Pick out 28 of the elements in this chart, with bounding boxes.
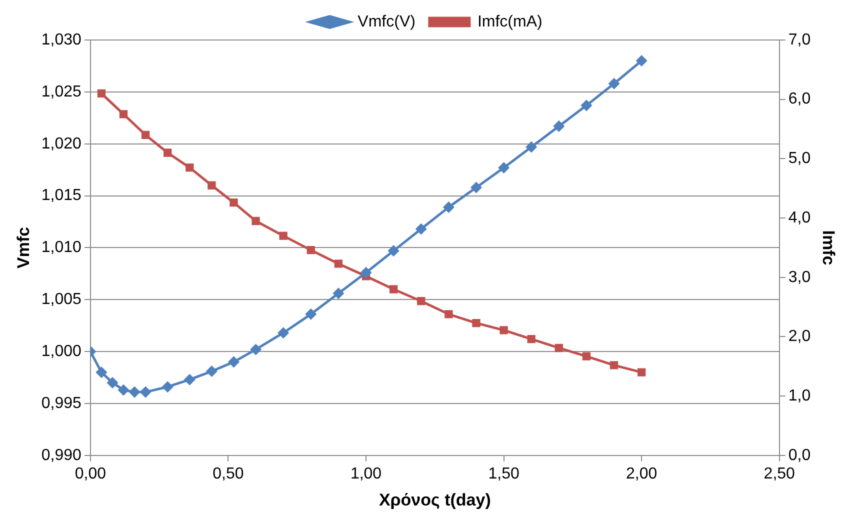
y-tick-label: 0,995 — [41, 394, 82, 412]
y-tick-label: 1,010 — [41, 239, 82, 256]
x-tick-label: 1,00 — [350, 465, 382, 482]
y2-tick-label: 6,0 — [788, 90, 811, 108]
y2-tick-label: 7,0 — [788, 31, 811, 48]
x-tick-label: 0,00 — [74, 465, 106, 482]
y2-tick-label: 2,0 — [788, 328, 811, 346]
y2-tick-label: 1,0 — [788, 387, 811, 404]
y-tick-label: 1,000 — [41, 342, 82, 360]
y-tick-label: 0,990 — [41, 446, 82, 464]
y2-tick-label: 3,0 — [788, 268, 811, 286]
x-tick-label: 1,50 — [488, 465, 520, 482]
x-tick-label: 2,50 — [764, 465, 796, 482]
legend-label: Imfc(mA) — [477, 13, 542, 30]
y2-axis-title: Imfc — [819, 230, 838, 266]
y-tick-label: 1,025 — [41, 83, 82, 100]
y-axis-title: Vmfc — [14, 226, 33, 268]
y-tick-label: 1,020 — [41, 135, 82, 152]
x-tick-label: 2,00 — [626, 465, 658, 482]
y2-tick-label: 0,0 — [788, 446, 811, 464]
y-tick-label: 1,005 — [41, 291, 82, 308]
x-tick-label: 0,50 — [212, 465, 244, 482]
legend-label: Vmfc(V) — [358, 13, 416, 30]
x-axis-title: Χρόνος t(day) — [378, 490, 491, 510]
y2-tick-label: 4,0 — [788, 209, 811, 226]
y2-tick-label: 5,0 — [788, 150, 811, 168]
y-tick-label: 1,030 — [41, 31, 82, 48]
y-tick-label: 1,015 — [41, 187, 82, 204]
